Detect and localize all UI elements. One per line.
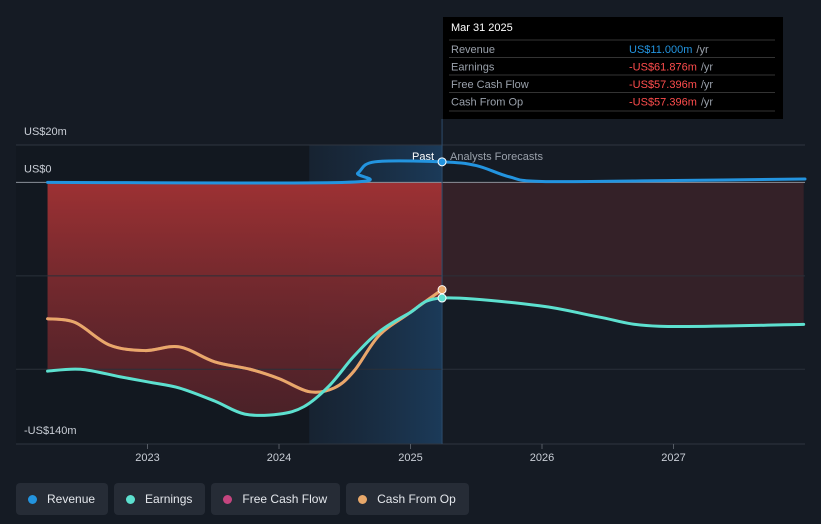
tooltip-unit: /yr	[701, 62, 714, 74]
tooltip-value: -US$57.396m/yr	[629, 97, 713, 109]
tooltip-value: US$11.000m/yr	[629, 44, 709, 56]
legend-label: Earnings	[145, 492, 193, 506]
forecast-label: Analysts Forecasts	[450, 151, 543, 163]
earnings-area-past	[47, 182, 443, 416]
tooltip-label: Earnings	[451, 62, 495, 74]
tooltip-unit: /yr	[701, 97, 714, 109]
series-line	[46, 296, 806, 417]
x-tick-label: 2023	[135, 452, 159, 464]
hover-dot	[437, 285, 447, 295]
tooltip-value: -US$57.396m/yr	[629, 79, 713, 91]
series-line	[46, 288, 444, 394]
hover-dot	[437, 157, 447, 167]
tooltip-unit: /yr	[701, 79, 714, 91]
legend-swatch	[358, 494, 368, 504]
legend-label: Free Cash Flow	[242, 492, 328, 506]
tooltip-value: -US$61.876m/yr	[629, 62, 713, 74]
tooltip-label: Cash From Op	[451, 97, 523, 109]
y-tick-label: US$0	[24, 163, 52, 175]
legend-item[interactable]: Cash From Op	[346, 483, 469, 515]
legend-item[interactable]: Free Cash Flow	[211, 483, 341, 515]
hover-dot	[437, 293, 447, 303]
legend-item[interactable]: Earnings	[114, 483, 206, 515]
tooltip-box	[443, 17, 783, 119]
legend-label: Cash From Op	[377, 492, 456, 506]
tooltip-label: Free Cash Flow	[451, 79, 529, 91]
x-tick-label: 2026	[530, 452, 554, 464]
x-tick-label: 2024	[267, 452, 291, 464]
tooltip-value-text: US$11.000m	[629, 44, 692, 56]
x-tick-label: 2027	[661, 452, 685, 464]
legend-label: Revenue	[47, 492, 96, 506]
legend-swatch	[223, 494, 233, 504]
legend: Revenue Earnings Free Cash Flow Cash From O…	[16, 483, 469, 515]
legend-swatch	[126, 494, 136, 504]
tooltip-value-text: -US$57.396m	[629, 97, 697, 109]
series-line	[46, 159, 807, 185]
tooltip-unit: /yr	[696, 44, 709, 56]
y-tick-label: -US$140m	[24, 425, 77, 437]
legend-swatch	[28, 494, 37, 504]
x-tick-label: 2025	[398, 452, 422, 464]
tooltip-date: Mar 31 2025	[451, 22, 513, 34]
tooltip: Mar 31 2025 Revenue US$11.000m/yr Earnings…	[443, 17, 783, 119]
tooltip-label: Revenue	[451, 44, 495, 56]
tooltip-value-text: -US$57.396m	[629, 79, 697, 91]
legend-item[interactable]: Revenue	[16, 483, 109, 515]
tooltip-value-text: -US$61.876m	[629, 62, 697, 74]
y-tick-label: US$20m	[24, 126, 67, 138]
